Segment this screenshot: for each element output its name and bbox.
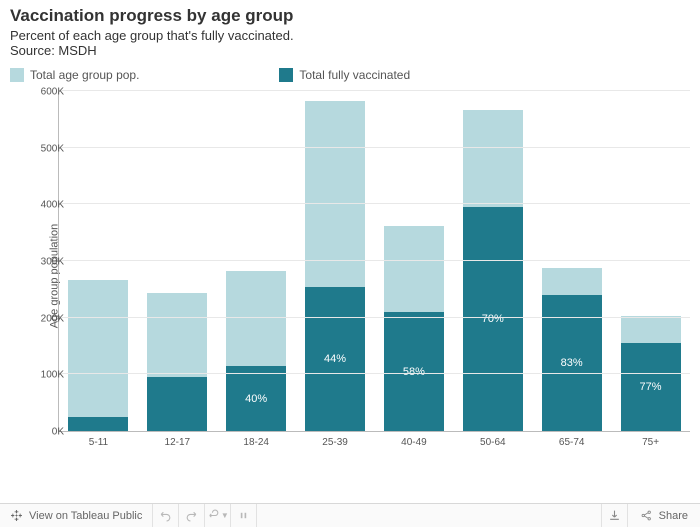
view-on-tableau-label: View on Tableau Public <box>29 510 142 522</box>
y-tick-label: 100K <box>24 370 64 381</box>
x-tick-label: 12-17 <box>138 431 217 448</box>
gridline <box>59 317 690 318</box>
x-tick-label: 65-74 <box>532 431 611 448</box>
bar-segment-remaining-pop <box>68 280 128 417</box>
legend-item-vaccinated: Total fully vaccinated <box>279 68 410 82</box>
y-tick-label: 300K <box>24 257 64 268</box>
x-tick-label: 50-64 <box>453 431 532 448</box>
download-icon <box>608 509 621 522</box>
undo-button[interactable] <box>153 504 179 527</box>
share-button[interactable]: Share <box>627 504 700 527</box>
gridline <box>59 373 690 374</box>
x-tick-label: 25-39 <box>296 431 375 448</box>
bar-stack[interactable] <box>147 92 207 431</box>
bar-stack[interactable] <box>68 92 128 431</box>
x-tick-label: 18-24 <box>217 431 296 448</box>
view-on-tableau-button[interactable]: View on Tableau Public <box>0 504 153 527</box>
bar-percent-label: 58% <box>384 366 444 378</box>
bar-percent-label: 77% <box>621 381 681 393</box>
bar-percent-label: 83% <box>542 357 602 369</box>
gridline <box>59 90 690 91</box>
refresh-button[interactable] <box>231 504 257 527</box>
bar-segment-remaining-pop <box>147 293 207 377</box>
bar-segment-remaining-pop <box>542 268 602 295</box>
bar-stack[interactable]: 77% <box>621 92 681 431</box>
x-tick-label: 5-11 <box>59 431 138 448</box>
redo-icon <box>185 509 198 522</box>
revert-button[interactable]: ▼ <box>205 504 231 527</box>
bar-stack[interactable]: 44% <box>305 92 365 431</box>
legend-item-total-pop: Total age group pop. <box>10 68 139 82</box>
legend: Total age group pop. Total fully vaccina… <box>0 60 700 86</box>
bar-stack[interactable]: 40% <box>226 92 286 431</box>
bar-percent-label: 44% <box>305 353 365 365</box>
bar-segment-vaccinated <box>147 377 207 431</box>
chart-title: Vaccination progress by age group <box>10 6 690 26</box>
bar-slot: 44%25-39 <box>296 92 375 431</box>
gridline <box>59 203 690 204</box>
bar-percent-label: 40% <box>226 393 286 405</box>
download-button[interactable] <box>601 504 627 527</box>
chart-source: Source: MSDH <box>10 43 690 58</box>
revert-icon <box>207 509 220 522</box>
tableau-icon <box>10 509 23 522</box>
chart-area: Age group population 5-1112-1740%18-2444… <box>0 86 700 466</box>
bar-stack[interactable]: 83% <box>542 92 602 431</box>
legend-label: Total age group pop. <box>30 68 139 82</box>
bar-segment-vaccinated <box>68 417 128 431</box>
bar-slot: 40%18-24 <box>217 92 296 431</box>
bar-segment-remaining-pop <box>384 226 444 312</box>
bar-segment-remaining-pop <box>226 271 286 366</box>
bar-percent-label: 70% <box>463 313 523 325</box>
bar-stack[interactable]: 58% <box>384 92 444 431</box>
undo-icon <box>159 509 172 522</box>
y-tick-label: 400K <box>24 200 64 211</box>
bar-stack[interactable]: 70% <box>463 92 523 431</box>
bar-slot: 58%40-49 <box>375 92 454 431</box>
plot-region: 5-1112-1740%18-2444%25-3958%40-4970%50-6… <box>58 92 690 432</box>
bars-row: 5-1112-1740%18-2444%25-3958%40-4970%50-6… <box>59 92 690 431</box>
bar-slot: 70%50-64 <box>453 92 532 431</box>
chart-subtitle: Percent of each age group that's fully v… <box>10 28 690 43</box>
y-tick-label: 600K <box>24 87 64 98</box>
bar-slot: 77%75+ <box>611 92 690 431</box>
y-tick-label: 0K <box>24 427 64 438</box>
refresh-icon <box>237 509 250 522</box>
bar-slot: 5-11 <box>59 92 138 431</box>
y-tick-label: 200K <box>24 313 64 324</box>
x-tick-label: 40-49 <box>375 431 454 448</box>
y-tick-label: 500K <box>24 143 64 154</box>
header-block: Vaccination progress by age group Percen… <box>0 0 700 60</box>
bar-segment-remaining-pop <box>305 101 365 287</box>
bar-slot: 83%65-74 <box>532 92 611 431</box>
redo-button[interactable] <box>179 504 205 527</box>
legend-label: Total fully vaccinated <box>299 68 410 82</box>
bar-slot: 12-17 <box>138 92 217 431</box>
x-tick-label: 75+ <box>611 431 690 448</box>
legend-swatch <box>10 68 24 82</box>
share-icon <box>640 509 653 522</box>
bar-segment-remaining-pop <box>621 316 681 343</box>
tableau-toolbar: View on Tableau Public ▼ Share <box>0 503 700 527</box>
chevron-down-icon: ▼ <box>221 511 229 520</box>
legend-swatch <box>279 68 293 82</box>
share-label: Share <box>659 510 688 522</box>
gridline <box>59 147 690 148</box>
gridline <box>59 260 690 261</box>
bar-segment-remaining-pop <box>463 110 523 207</box>
